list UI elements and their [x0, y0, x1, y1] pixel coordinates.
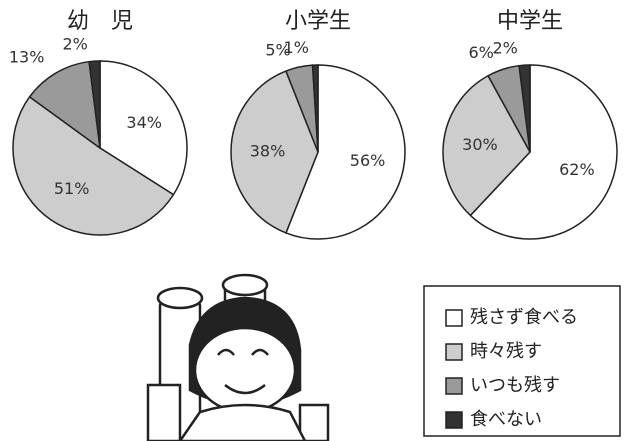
legend-label: 時々残す [470, 341, 542, 362]
value-label: 1% [284, 38, 309, 57]
value-label: 34% [126, 113, 162, 132]
illustration-shoe [158, 288, 202, 308]
chart-title: 幼 児 [67, 9, 133, 34]
value-label: 38% [250, 142, 286, 161]
value-label: 51% [54, 179, 90, 198]
chart-title: 中学生 [497, 9, 563, 34]
value-label: 13% [9, 48, 45, 67]
value-label: 56% [350, 151, 386, 170]
legend-swatch [446, 412, 462, 428]
legend-label: いつも残す [470, 375, 560, 396]
illustration [148, 275, 328, 441]
value-label: 6% [468, 43, 493, 62]
value-label: 2% [62, 34, 87, 53]
legend-label: 残さず食べる [470, 307, 578, 328]
legend-swatch [446, 310, 462, 326]
illustration-face [195, 328, 295, 412]
legend-label: 食べない [470, 409, 542, 430]
legend-swatch [446, 344, 462, 360]
chart-title: 小学生 [285, 9, 351, 34]
illustration-shoe [223, 275, 267, 295]
illustration-cup [148, 385, 180, 441]
legend-swatch [446, 378, 462, 394]
value-label: 2% [492, 38, 517, 57]
illustration-cup [300, 405, 328, 441]
value-label: 62% [559, 160, 595, 179]
chart: 幼 児34%51%13%2%小学生56%38%5%1%中学生62%30%6%2%… [0, 0, 631, 441]
value-label: 30% [462, 135, 498, 154]
